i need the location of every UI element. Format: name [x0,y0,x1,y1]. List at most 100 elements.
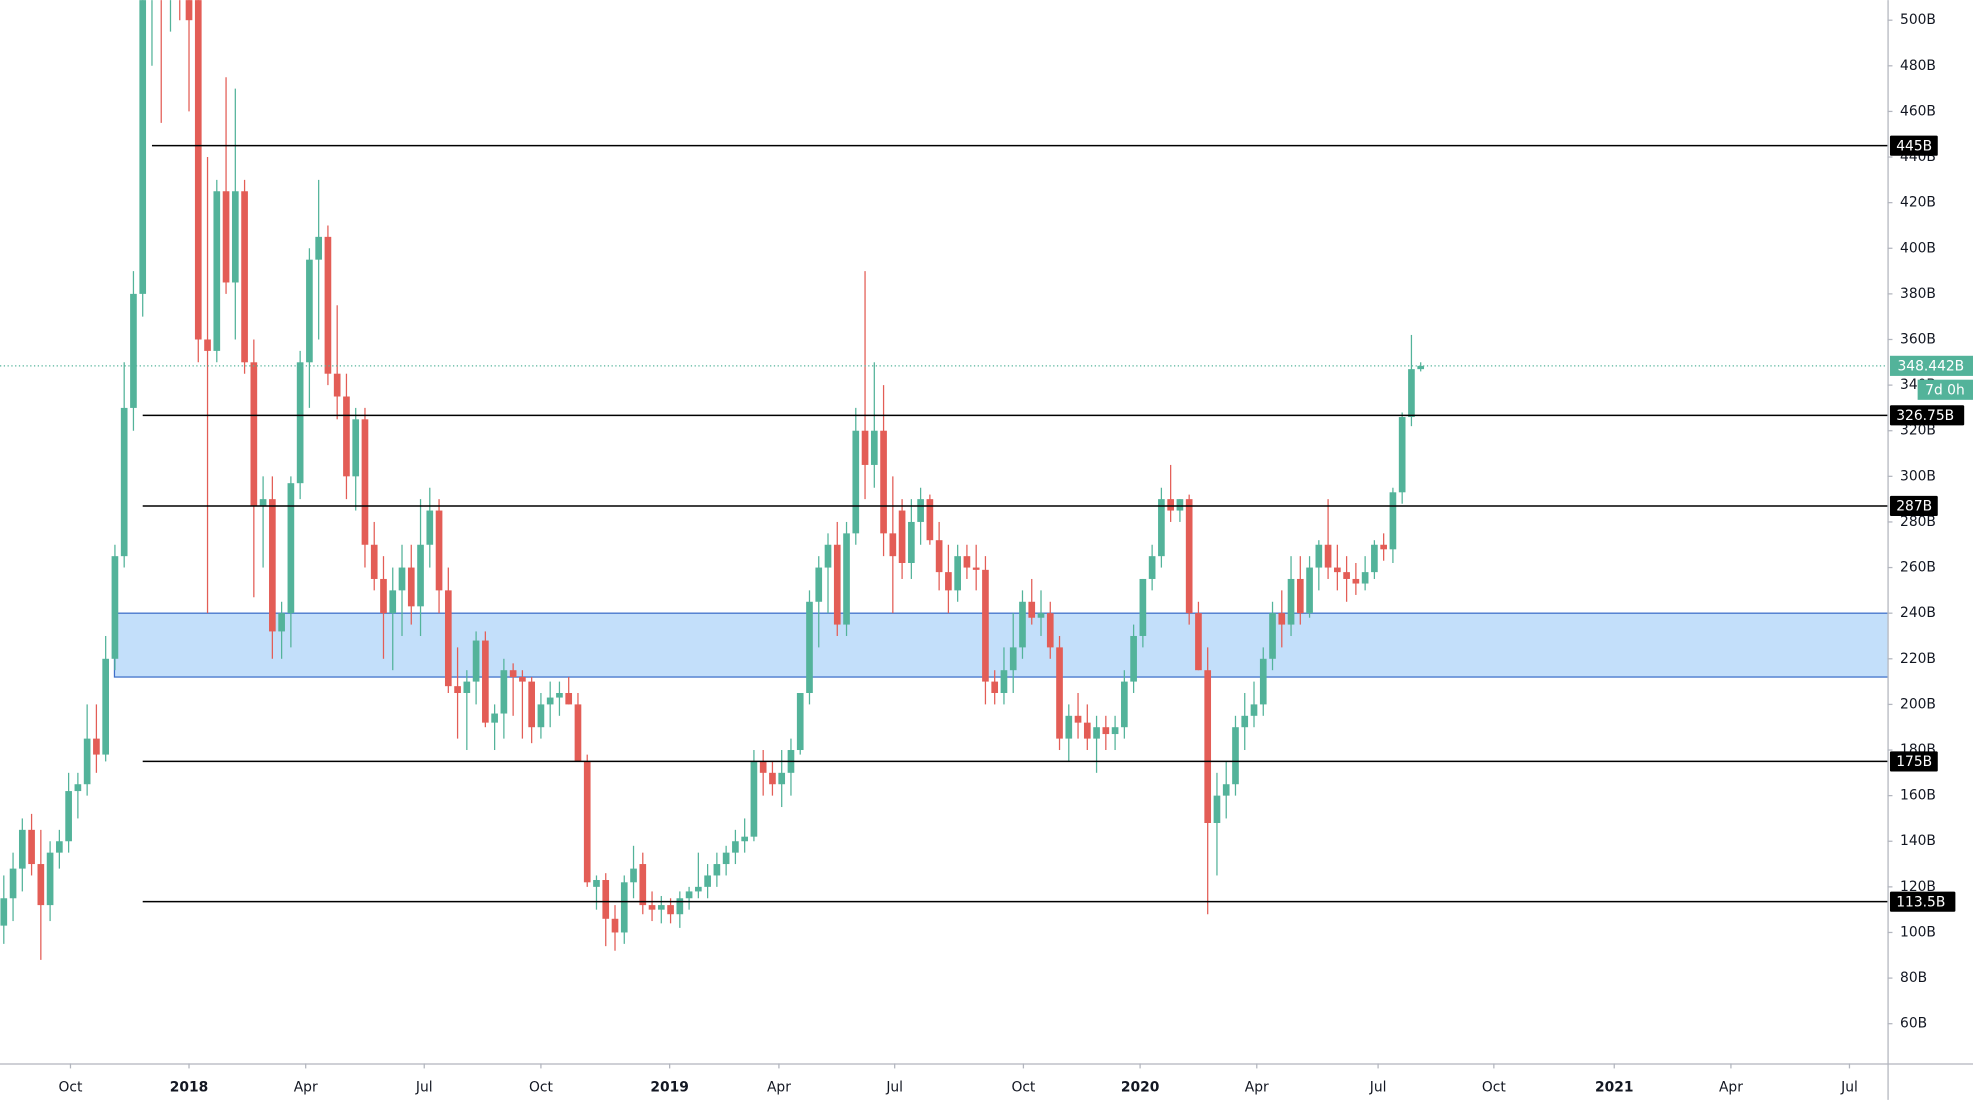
candle-body [500,670,508,714]
x-tick-label: Jul [1840,1079,1858,1095]
candle-body [528,681,535,728]
candle-body [482,640,489,723]
candle-body [18,829,26,869]
candle-body [454,686,461,693]
candle-body [908,521,915,564]
candle-body [880,430,887,534]
candle-body [1296,578,1304,614]
candle-body [704,875,711,887]
candle-body [1195,613,1202,671]
candle-body [278,613,285,632]
candle-body [296,362,304,484]
candle-body [1176,499,1184,511]
candle-body [1232,727,1239,785]
candle-body [620,882,628,933]
candle-body [426,510,434,545]
candle-body [37,864,45,906]
candle-body [9,868,17,899]
candle-body [1056,647,1063,739]
level-label-box [1889,135,1938,156]
candle-body [1343,572,1350,579]
price-labels: 445B 326.75B 287B 175B 113.5B 348.442B 7d 0h [1889,135,1973,912]
candle-body [639,864,647,906]
candle-body [1408,369,1415,418]
candle-body [74,784,82,792]
candle-body [93,738,100,755]
candle-body [1167,499,1174,511]
candle-body [732,841,739,853]
candle-body [213,191,221,351]
candle-body [722,852,730,865]
candle-body [1148,556,1156,579]
y-tick-label: 140B [1900,833,1936,849]
candle-body [1102,727,1110,735]
candle-body [56,841,63,853]
x-tick-label: 2019 [650,1079,689,1095]
candle-body [472,640,480,682]
candle-body [1259,658,1267,705]
candle-body [1287,578,1295,625]
candle-body [287,483,295,614]
candle-body [1269,613,1276,659]
level-label: 113.5B [1896,894,1945,910]
candle-body [435,510,443,591]
y-tick-label: 60B [1900,1016,1927,1032]
x-tick-label: Apr [1245,1079,1269,1095]
candle-body [28,829,35,865]
x-tick-label: Oct [1482,1079,1506,1095]
candle-body [185,0,193,21]
candle-body [870,430,878,465]
candle-body [324,236,332,374]
y-tick-label: 260B [1900,560,1936,576]
candle-body [444,590,452,687]
x-tick-label: Oct [529,1079,553,1095]
candle-body [815,567,823,602]
candle-body [1083,722,1091,739]
candle-body [611,918,619,933]
y-tick-label: 80B [1900,970,1927,986]
level-label-box [1889,751,1938,772]
candle-body [991,681,999,693]
candle-body [935,540,943,573]
candle-body [231,191,239,283]
candle-body [343,396,350,477]
y-tick-label: 240B [1900,605,1936,621]
support-zone [113,612,1888,678]
candle-body [1324,544,1332,568]
level-label-box [1889,495,1938,517]
current-price-label: 348.442B [1898,358,1965,374]
candle-body [139,0,147,294]
x-tick-label: Oct [1011,1079,1035,1095]
candle-body [306,259,313,363]
candle-body [111,556,119,659]
y-tick-label: 500B [1900,12,1936,28]
candle-body [750,761,758,837]
candle-body [1398,417,1406,493]
candle-body [1278,613,1286,625]
y-tick-label: 160B [1900,788,1936,804]
candle-body [1389,492,1397,550]
candle-body [120,407,128,557]
x-tick-label: Jul [1369,1079,1387,1095]
candle-body [1352,578,1360,584]
current-price-box [1889,355,1973,376]
candle-body [259,499,267,506]
candle-body [1009,647,1017,671]
y-tick-label: 300B [1900,468,1936,484]
candle-body [796,692,804,751]
candle-body [1306,567,1313,614]
candle-body [1130,635,1137,682]
level-label: 287B [1896,499,1932,515]
candle-body [1046,613,1054,648]
candle-body [630,868,637,883]
candle-body [1361,572,1369,584]
candle-body [417,544,424,607]
candle-body [565,692,573,705]
candle-body [204,339,211,351]
candle-body [741,836,748,842]
level-label: 445B [1896,138,1932,154]
x-tick-label: 2020 [1121,1079,1160,1095]
y-tick-label: 360B [1900,331,1936,347]
candle-body [602,880,610,919]
